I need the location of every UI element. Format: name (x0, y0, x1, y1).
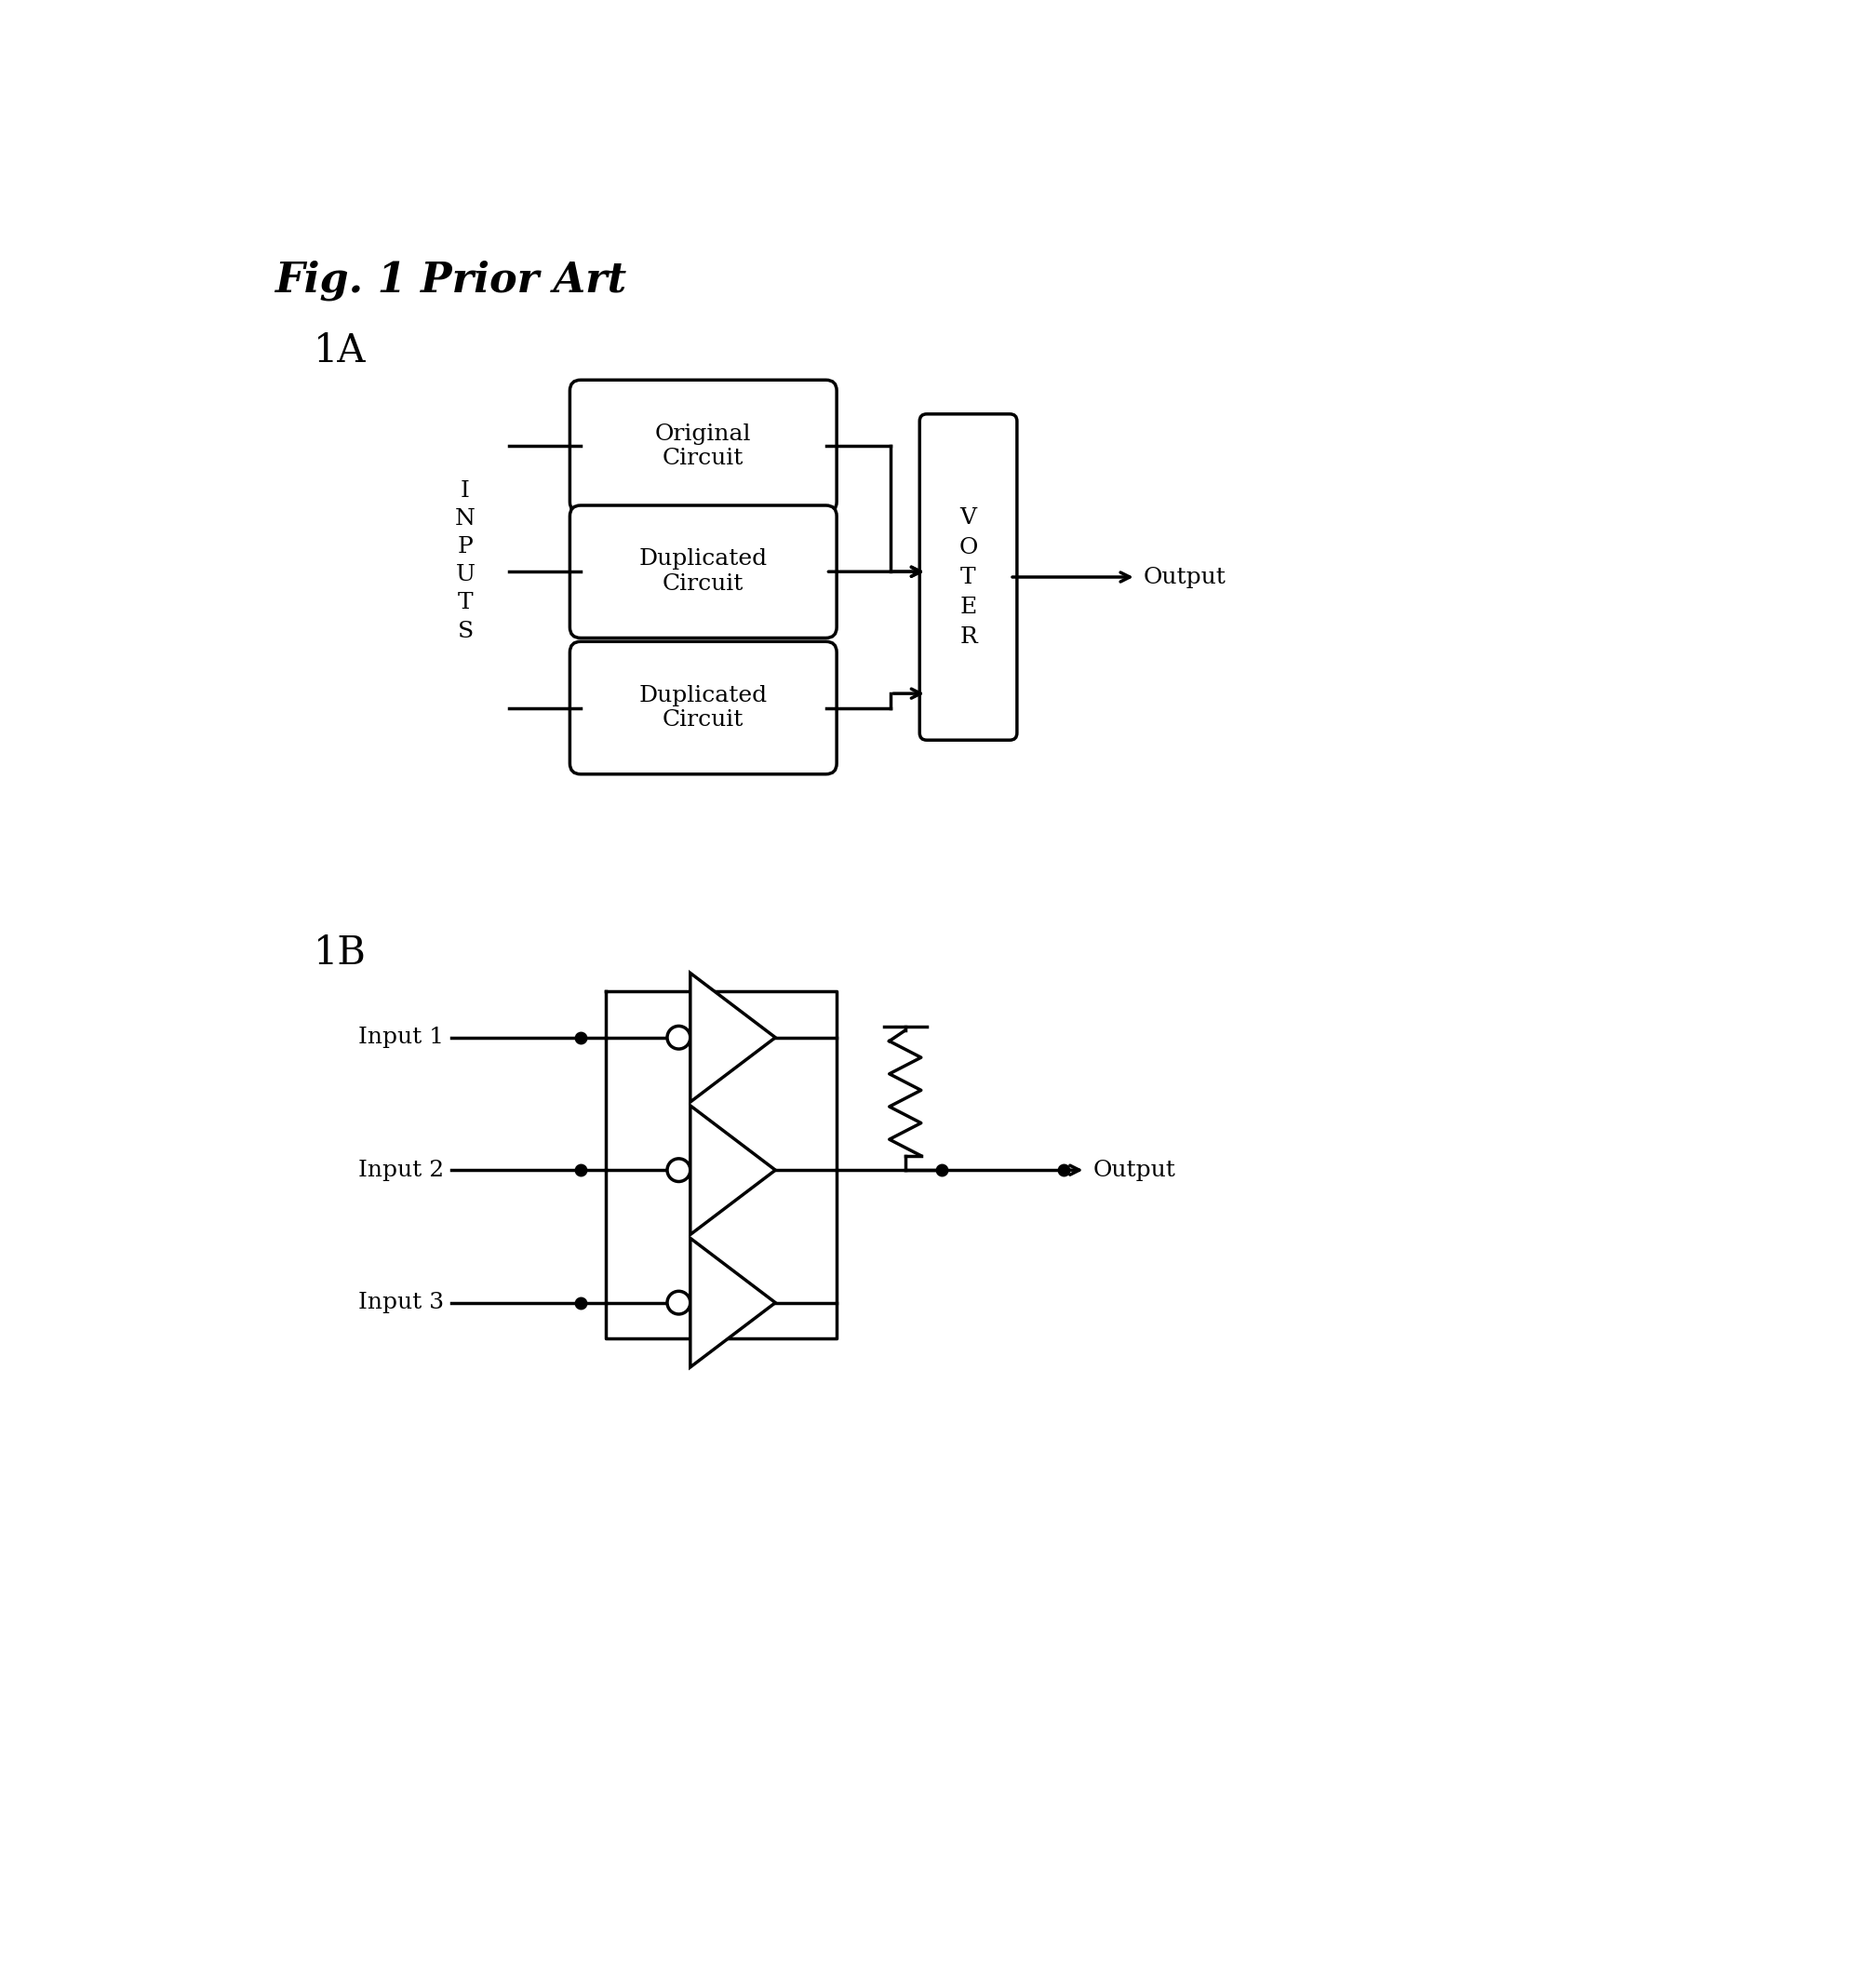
FancyBboxPatch shape (570, 379, 837, 514)
Text: Duplicated
Circuit: Duplicated Circuit (640, 549, 767, 594)
Text: Duplicated
Circuit: Duplicated Circuit (640, 685, 767, 731)
Text: Input 2: Input 2 (358, 1159, 443, 1181)
Polygon shape (690, 1106, 775, 1234)
Text: Output: Output (1092, 1159, 1176, 1181)
Polygon shape (690, 974, 775, 1102)
Text: Fig. 1 Prior Art: Fig. 1 Prior Art (274, 261, 627, 300)
Circle shape (668, 1292, 690, 1313)
Polygon shape (690, 1238, 775, 1367)
Text: 1B: 1B (313, 934, 366, 972)
Text: Output: Output (1142, 567, 1225, 589)
FancyBboxPatch shape (919, 415, 1017, 741)
Circle shape (668, 1159, 690, 1181)
FancyBboxPatch shape (570, 642, 837, 774)
Text: Input 3: Input 3 (358, 1292, 443, 1313)
Text: I
N
P
U
T
S: I N P U T S (456, 480, 475, 642)
Text: Input 1: Input 1 (358, 1027, 443, 1049)
FancyBboxPatch shape (570, 506, 837, 638)
Circle shape (668, 1027, 690, 1049)
Text: V
O
T
E
R: V O T E R (959, 508, 977, 648)
Text: Original
Circuit: Original Circuit (655, 423, 752, 470)
Text: 1A: 1A (313, 332, 366, 371)
